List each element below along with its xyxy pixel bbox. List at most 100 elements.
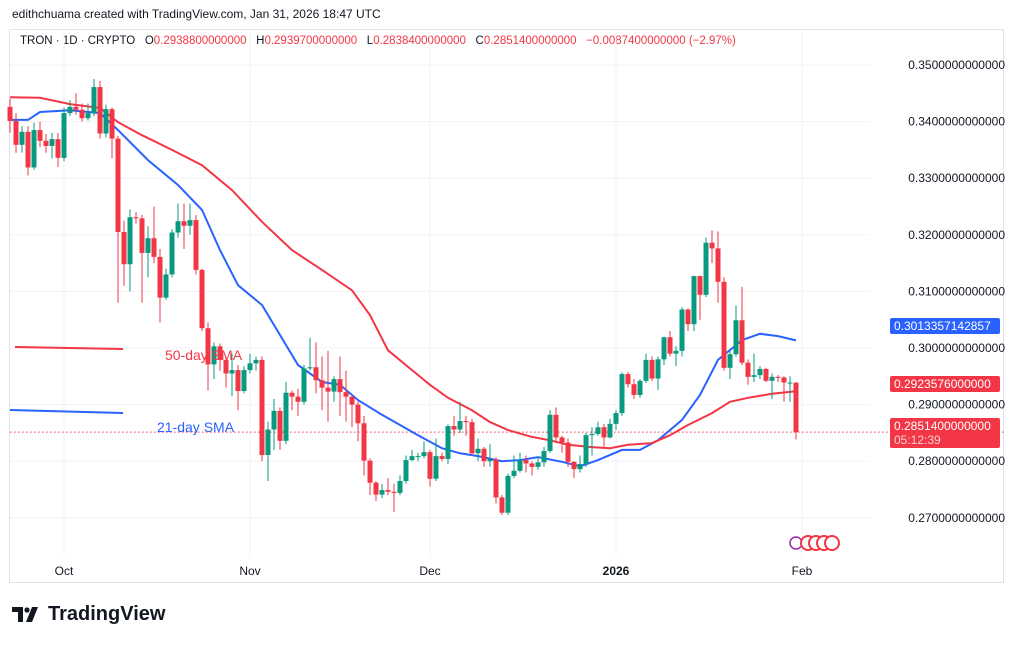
time-tick-label: Dec [419, 564, 440, 578]
candle-down [151, 238, 157, 257]
candle-down [745, 362, 751, 377]
tradingview-logo[interactable]: TradingView [12, 603, 165, 626]
candle-down [109, 109, 115, 139]
sma50-price-tag: 0.2923576000000 [890, 376, 1000, 392]
time-tick-label: Feb [792, 564, 813, 578]
candle-up [421, 452, 427, 457]
candle-down [121, 231, 127, 265]
candle-down [559, 437, 565, 443]
candle-up [19, 131, 25, 145]
candle-down [709, 242, 715, 249]
candle-up [283, 392, 289, 441]
candle-up [211, 346, 217, 365]
price-tick-label: 0.2900000000000 [908, 398, 1005, 412]
candle-down [451, 426, 457, 430]
candle-up [619, 374, 625, 414]
candle-down [223, 359, 229, 374]
sma21-annotation: 21-day SMA [157, 419, 235, 435]
candle-down [697, 276, 703, 295]
candle-down [277, 410, 283, 441]
open-label: O [144, 35, 154, 47]
candle-down [157, 256, 163, 298]
candle-up [187, 220, 193, 226]
candle-up [379, 490, 385, 495]
candle-up [733, 320, 739, 355]
tradingview-logo-icon [12, 606, 38, 622]
candle-down [481, 448, 487, 462]
candle-down [43, 140, 49, 146]
candle-down [523, 460, 529, 464]
candle-up [175, 221, 181, 233]
close-label: C [475, 35, 484, 47]
price-axis: 0.3500000000000 0.3400000000000 0.33000000… [908, 58, 1005, 525]
candle-down [685, 309, 691, 325]
candle-down [385, 490, 391, 492]
credit-line: edithchuama created with TradingView.com… [12, 7, 381, 21]
candle-up [607, 423, 613, 438]
candle-down [625, 374, 631, 385]
sma21-legend-line [9, 409, 124, 414]
candle-up [637, 380, 643, 395]
time-axis: Oct Nov Dec 2026 Feb [55, 564, 813, 578]
high-value: 0.2939700000000 [264, 35, 358, 47]
logo-text: TradingView [48, 603, 166, 625]
candle-down [37, 130, 43, 141]
event-icons[interactable] [789, 535, 840, 551]
candle-down [715, 248, 721, 282]
candle-up [301, 368, 307, 402]
candle-up [505, 475, 511, 513]
candle-up [547, 414, 553, 452]
candle-down [259, 359, 265, 455]
candles [7, 79, 799, 515]
symbol-label[interactable]: TRON · 1D · CRYPTO [20, 35, 136, 47]
candle-down [565, 442, 571, 462]
50-day-sma-line [9, 96, 797, 450]
candle-down [763, 368, 769, 381]
price-tick-label: 0.3500000000000 [908, 58, 1005, 72]
candle-down [97, 87, 103, 134]
last-price-value: 0.2851400000000 [894, 419, 991, 433]
candle-down [295, 396, 301, 402]
candle-up [703, 242, 709, 295]
21-day-sma-line [10, 109, 797, 468]
candle-up [661, 337, 667, 360]
candle-down [529, 463, 535, 467]
candle-up [307, 367, 313, 369]
low-value: 0.2838400000000 [373, 35, 466, 47]
candle-up [679, 309, 685, 351]
last-price-tag: 0.2851400000000 05:12:39 [890, 418, 1000, 448]
candle-up [49, 139, 55, 146]
candle-down [427, 452, 433, 479]
candle-down [391, 491, 397, 493]
candle-down [439, 456, 445, 459]
candle-up [769, 376, 775, 381]
candle-down [337, 379, 343, 393]
candle-down [343, 392, 349, 397]
candle-down [205, 328, 211, 365]
candle-up [457, 421, 463, 430]
candle-up [487, 459, 493, 462]
candle-up [535, 462, 541, 467]
candle-down [349, 396, 355, 405]
candle-up [265, 429, 271, 455]
candle-up [511, 470, 517, 476]
candle-down [139, 218, 145, 253]
candle-up [67, 106, 73, 114]
candle-down [13, 121, 19, 145]
candle-down [55, 139, 61, 158]
candle-down [781, 377, 787, 383]
price-tick-label: 0.3300000000000 [908, 171, 1005, 185]
time-tick-label: Oct [55, 564, 74, 578]
time-tick-label: 2026 [603, 564, 630, 578]
change-value: −0.0087400000000 (−2.97%) [586, 35, 736, 47]
candle-down [553, 414, 559, 438]
price-tick-label: 0.3000000000000 [908, 341, 1005, 355]
candle-up [253, 359, 259, 364]
high-label: H [256, 35, 265, 47]
bar-countdown: 05:12:39 [894, 433, 941, 447]
candle-up [91, 87, 97, 114]
candle-up [727, 354, 733, 368]
candle-down [775, 376, 781, 378]
candle-up [613, 413, 619, 424]
